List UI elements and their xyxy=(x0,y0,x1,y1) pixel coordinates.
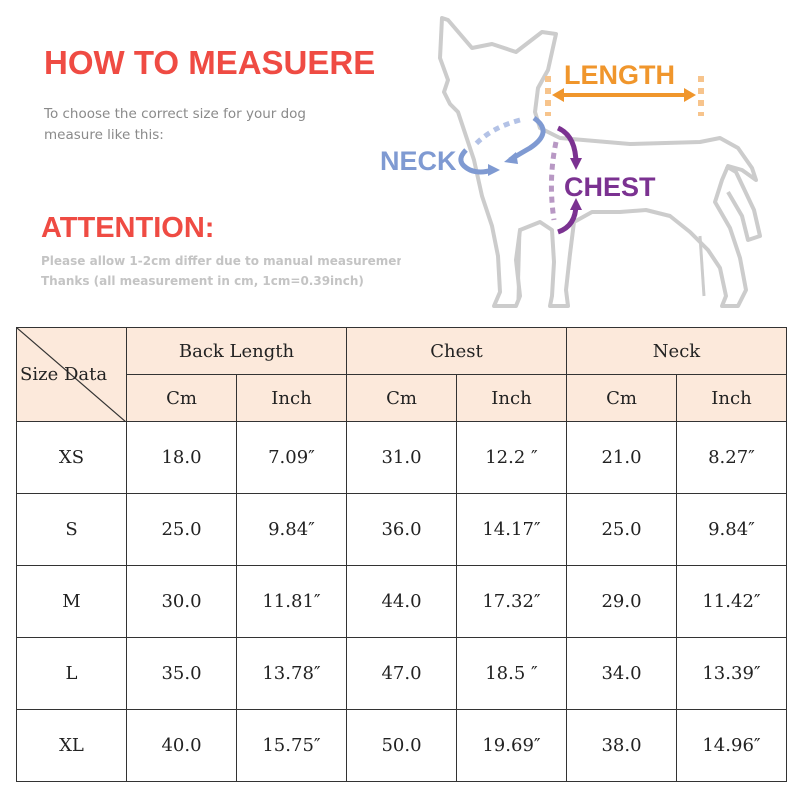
attention-note-line-1: Please allow 1-2cm differ due to manual … xyxy=(41,254,401,268)
value-cell: 17.32″ xyxy=(456,565,567,638)
value-cell: 36.0 xyxy=(346,493,457,566)
attention-note-line-2: Thanks (all measurement in cm, 1cm=0.39i… xyxy=(41,274,364,288)
instructions-line-1: To choose the correct size for your dog xyxy=(44,106,307,122)
instructions-line-2: measure like this: xyxy=(44,127,164,143)
value-cell: 29.0 xyxy=(566,565,677,638)
instructions: To choose the correct size for your dog … xyxy=(44,104,306,146)
value-cell: 15.75″ xyxy=(236,709,347,782)
value-cell: 40.0 xyxy=(126,709,237,782)
attention-note: Please allow 1-2cm differ due to manual … xyxy=(41,251,401,291)
length-label: LENGTH xyxy=(564,60,675,90)
size-cell: M xyxy=(16,565,127,638)
value-cell: 38.0 xyxy=(566,709,677,782)
table-row: XL 40.0 15.75″ 50.0 19.69″ 38.0 14.96″ xyxy=(16,709,787,782)
value-cell: 11.42″ xyxy=(676,565,787,638)
size-cell: L xyxy=(16,637,127,710)
value-cell: 14.96″ xyxy=(676,709,787,782)
unit-cell: Cm xyxy=(566,374,677,422)
value-cell: 18.5 ″ xyxy=(456,637,567,710)
value-cell: 25.0 xyxy=(566,493,677,566)
size-cell: S xyxy=(16,493,127,566)
corner-label: Size Data xyxy=(20,364,108,385)
diagonal-divider-icon xyxy=(17,328,126,422)
size-cell: XS xyxy=(16,421,127,494)
size-chart-table: Size Data Back Length Chest Neck Cm Inch… xyxy=(16,327,787,782)
value-cell: 35.0 xyxy=(126,637,237,710)
table-row: S 25.0 9.84″ 36.0 14.17″ 25.0 9.84″ xyxy=(16,493,787,566)
table-row: M 30.0 11.81″ 44.0 17.32″ 29.0 11.42″ xyxy=(16,565,787,638)
value-cell: 50.0 xyxy=(346,709,457,782)
value-cell: 7.09″ xyxy=(236,421,347,494)
value-cell: 8.27″ xyxy=(676,421,787,494)
dog-measurement-diagram: LENGTH NECK CHEST xyxy=(370,0,800,320)
value-cell: 47.0 xyxy=(346,637,457,710)
value-cell: 13.39″ xyxy=(676,637,787,710)
value-cell: 31.0 xyxy=(346,421,457,494)
value-cell: 30.0 xyxy=(126,565,237,638)
value-cell: 25.0 xyxy=(126,493,237,566)
value-cell: 9.84″ xyxy=(676,493,787,566)
table-header-group-row: Size Data Back Length Chest Neck xyxy=(16,327,787,422)
value-cell: 11.81″ xyxy=(236,565,347,638)
neck-label: NECK xyxy=(380,146,457,176)
dog-outline-icon: LENGTH NECK CHEST xyxy=(380,16,762,308)
value-cell: 21.0 xyxy=(566,421,677,494)
corner-cell: Size Data xyxy=(16,327,127,422)
value-cell: 19.69″ xyxy=(456,709,567,782)
header-neck: Neck xyxy=(566,327,787,375)
value-cell: 9.84″ xyxy=(236,493,347,566)
chest-label: CHEST xyxy=(564,172,656,202)
value-cell: 12.2 ″ xyxy=(456,421,567,494)
value-cell: 44.0 xyxy=(346,565,457,638)
table-row: L 35.0 13.78″ 47.0 18.5 ″ 34.0 13.39″ xyxy=(16,637,787,710)
value-cell: 34.0 xyxy=(566,637,677,710)
table-row: XS 18.0 7.09″ 31.0 12.2 ″ 21.0 8.27″ xyxy=(16,421,787,494)
header-back-length: Back Length xyxy=(126,327,347,375)
table-header-unit-row: Cm Inch Cm Inch Cm Inch xyxy=(16,374,787,422)
header-chest: Chest xyxy=(346,327,567,375)
unit-cell: Inch xyxy=(456,374,567,422)
page-title: HOW TO MEASUERE xyxy=(44,44,376,81)
value-cell: 18.0 xyxy=(126,421,237,494)
unit-cell: Inch xyxy=(236,374,347,422)
size-cell: XL xyxy=(16,709,127,782)
value-cell: 13.78″ xyxy=(236,637,347,710)
unit-cell: Cm xyxy=(126,374,237,422)
attention-heading: ATTENTION: xyxy=(41,212,215,244)
value-cell: 14.17″ xyxy=(456,493,567,566)
unit-cell: Cm xyxy=(346,374,457,422)
unit-cell: Inch xyxy=(676,374,787,422)
